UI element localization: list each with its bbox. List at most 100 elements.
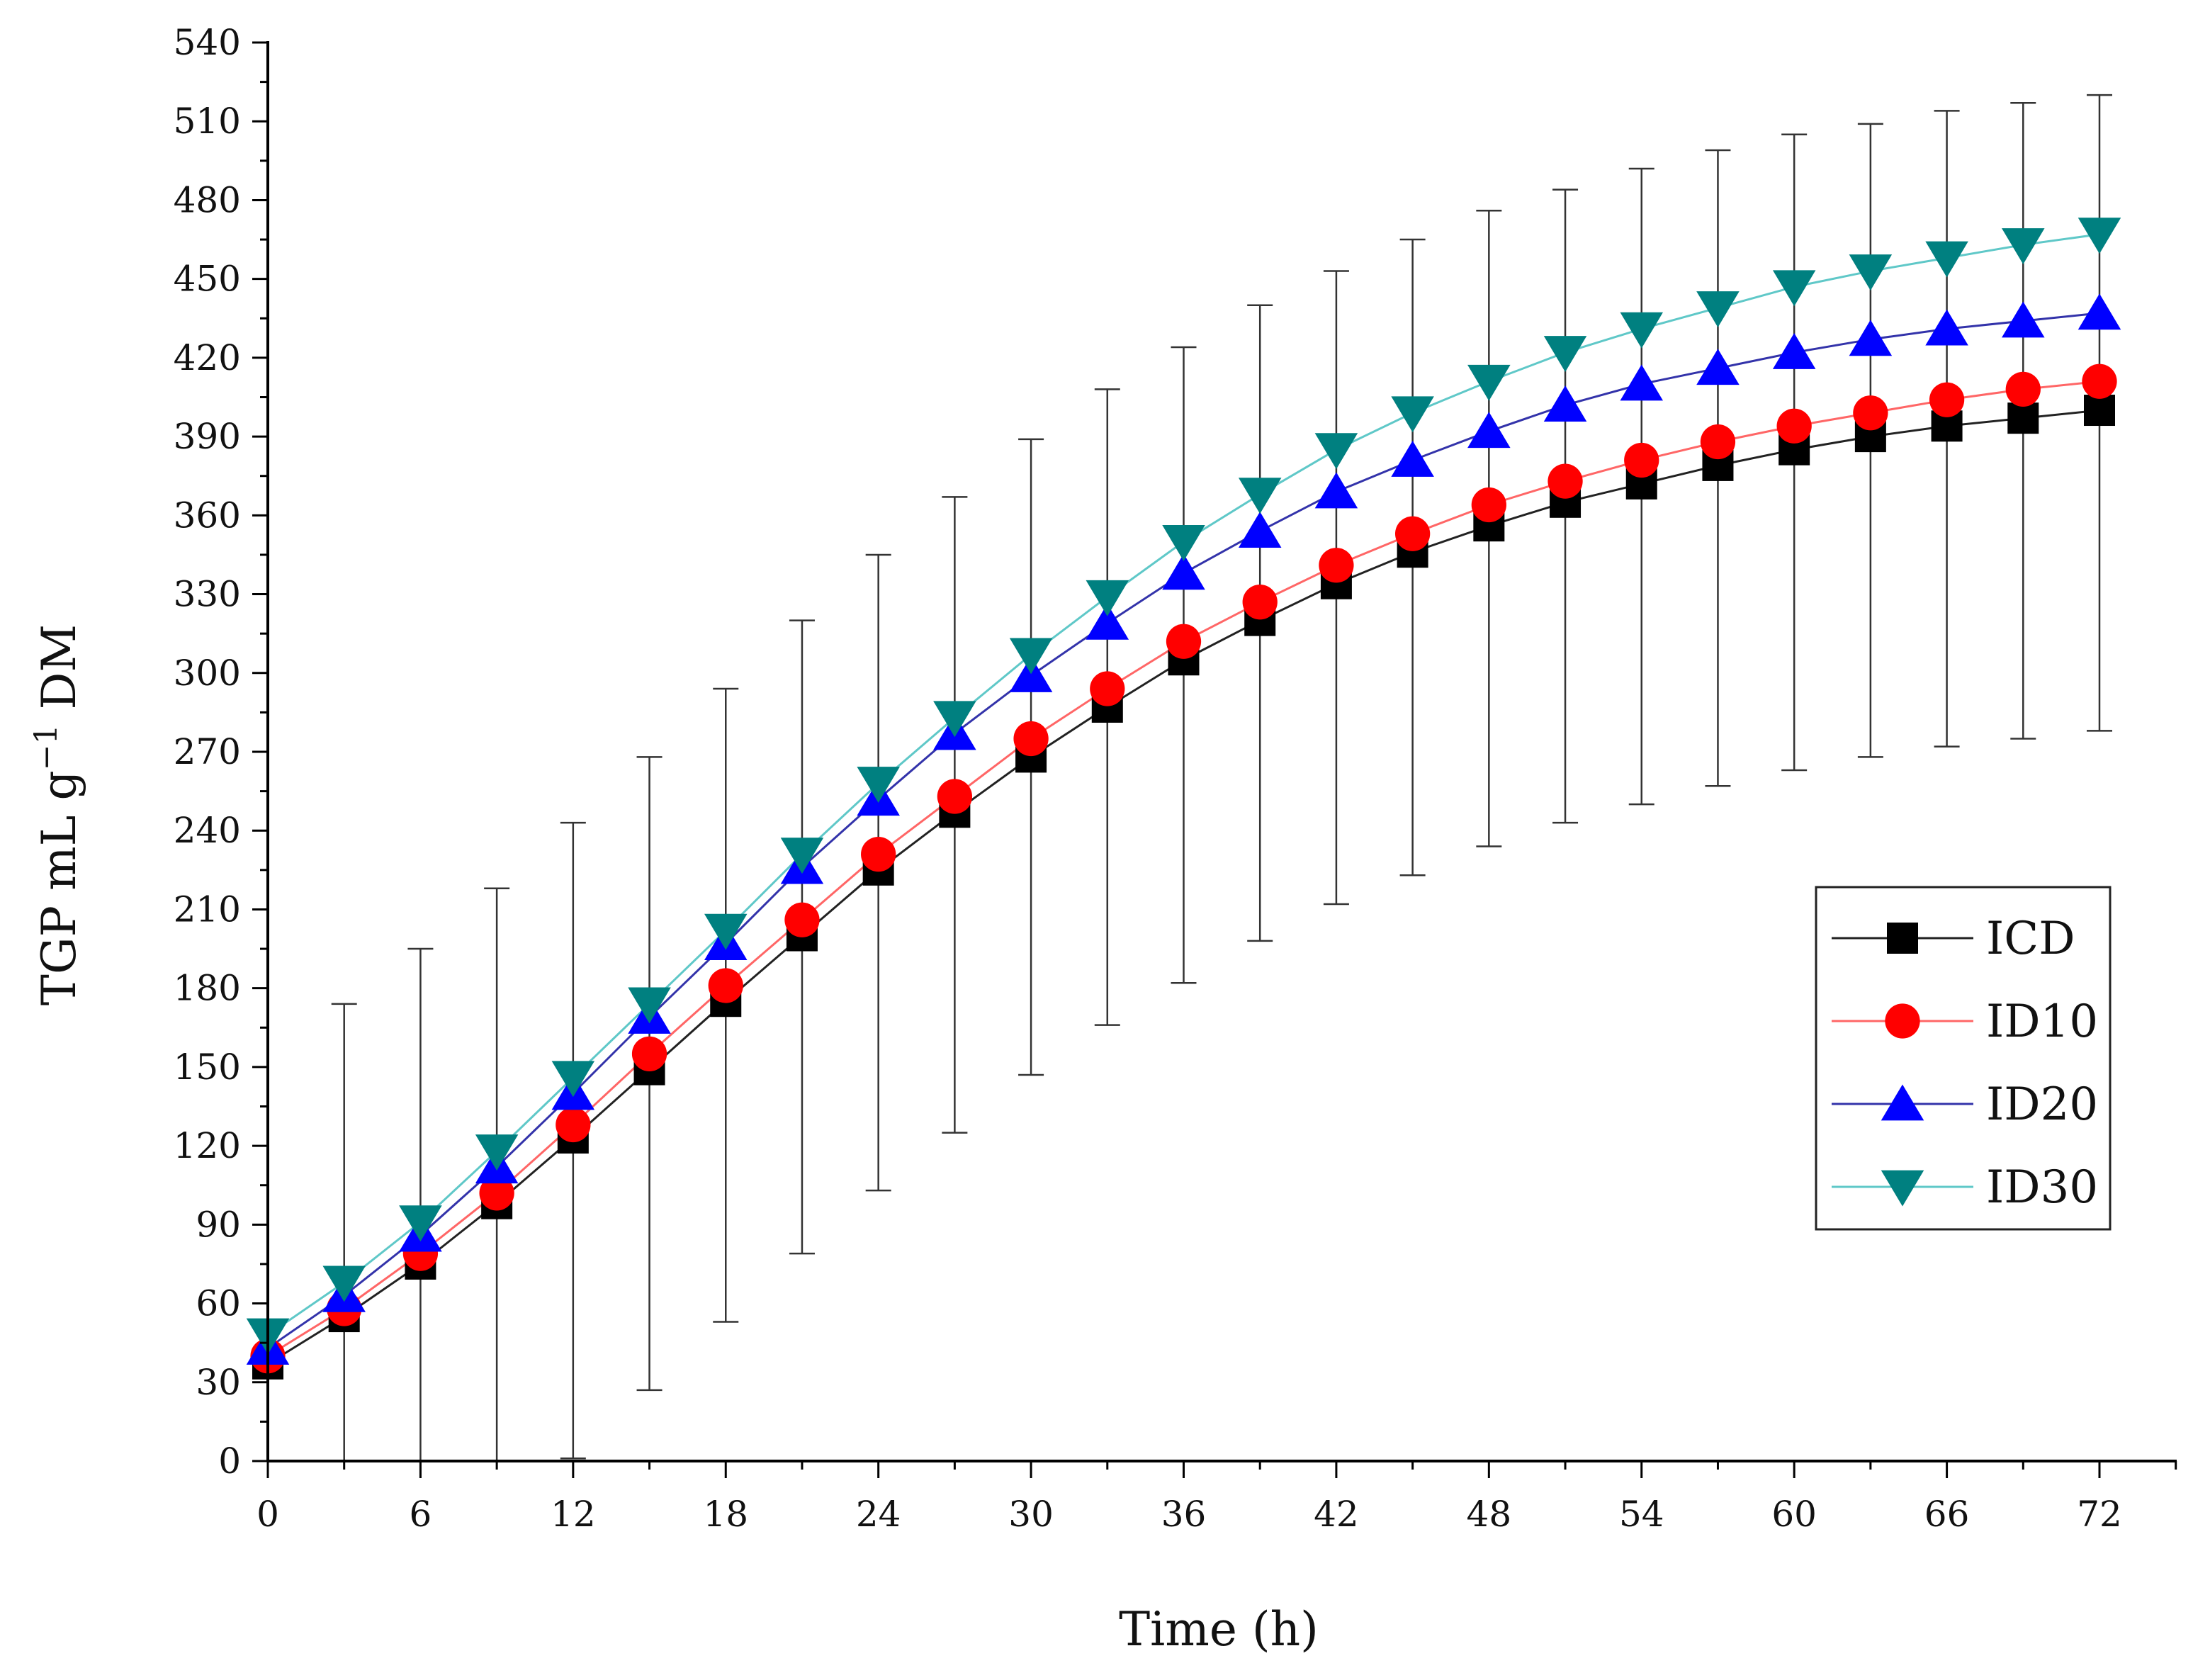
y-axis-title-main: TGP mL g xyxy=(32,770,86,1005)
marker-id30-51 xyxy=(1543,336,1587,372)
legend-label-id10: ID10 xyxy=(1986,996,2098,1048)
marker-id30-9 xyxy=(475,1134,519,1171)
x-tick-label-42: 42 xyxy=(1314,1494,1359,1535)
marker-id10-63 xyxy=(1853,395,1888,431)
y-tick-label-360: 360 xyxy=(174,495,241,536)
x-axis-title: Time (h) xyxy=(1119,1602,1319,1657)
marker-id10-69 xyxy=(2005,371,2041,407)
y-tick-label-30: 30 xyxy=(196,1362,241,1403)
legend-marker-id30 xyxy=(1881,1170,1924,1207)
y-tick-label-120: 120 xyxy=(174,1125,241,1166)
x-tick-label-0: 0 xyxy=(256,1494,279,1535)
marker-id30-69 xyxy=(2002,228,2045,264)
marker-id10-60 xyxy=(1776,408,1812,444)
marker-id10-48 xyxy=(1471,487,1506,523)
marker-id10-51 xyxy=(1547,463,1583,499)
marker-id30-3 xyxy=(322,1265,366,1302)
marker-id30-45 xyxy=(1391,396,1434,433)
marker-id10-54 xyxy=(1624,442,1659,478)
x-tick-label-72: 72 xyxy=(2077,1494,2122,1535)
marker-id20-36 xyxy=(1162,553,1205,590)
y-axis-title-superscript: −1 xyxy=(28,724,64,770)
marker-id30-27 xyxy=(933,701,976,738)
marker-id30-60 xyxy=(1772,270,1816,307)
marker-id10-15 xyxy=(631,1036,667,1071)
marker-id20-57 xyxy=(1696,349,1740,385)
marker-id30-48 xyxy=(1467,364,1511,401)
y-tick-label-180: 180 xyxy=(174,968,241,1009)
marker-id30-57 xyxy=(1696,291,1740,327)
marker-id30-30 xyxy=(1009,638,1053,675)
legend: ICD ID10 ID20 ID30 xyxy=(1815,886,2112,1231)
marker-id20-72 xyxy=(2078,293,2121,330)
marker-id20-60 xyxy=(1772,332,1816,369)
marker-id10-18 xyxy=(708,968,743,1003)
marker-id30-15 xyxy=(628,987,671,1024)
y-tick-label-0: 0 xyxy=(218,1441,241,1482)
marker-id20-39 xyxy=(1238,512,1282,548)
marker-icd-69 xyxy=(2007,402,2039,434)
marker-id30-18 xyxy=(704,913,748,950)
legend-marker-id20 xyxy=(1881,1084,1924,1121)
y-tick-label-300: 300 xyxy=(174,653,241,694)
marker-id30-42 xyxy=(1314,433,1358,470)
y-tick-label-270: 270 xyxy=(174,731,241,772)
x-tick-label-30: 30 xyxy=(1008,1494,1054,1535)
marker-id10-24 xyxy=(861,836,896,872)
y-tick-label-390: 390 xyxy=(174,416,241,457)
y-axis-title-tail: DM xyxy=(32,624,86,724)
marker-id20-33 xyxy=(1086,603,1129,640)
marker-id10-33 xyxy=(1090,671,1125,706)
marker-id20-48 xyxy=(1467,412,1511,449)
x-tick-label-54: 54 xyxy=(1619,1494,1664,1535)
marker-id10-30 xyxy=(1013,721,1049,757)
x-tick-label-60: 60 xyxy=(1771,1494,1817,1535)
marker-id10-12 xyxy=(556,1107,591,1143)
marker-id10-45 xyxy=(1394,516,1431,551)
marker-id20-54 xyxy=(1620,364,1663,401)
marker-id30-36 xyxy=(1162,525,1205,561)
marker-id30-63 xyxy=(1849,254,1893,291)
marker-id10-27 xyxy=(937,779,973,814)
y-tick-label-60: 60 xyxy=(196,1283,241,1324)
x-tick-label-66: 66 xyxy=(1924,1494,1970,1535)
y-tick-label-480: 480 xyxy=(174,179,241,220)
legend-box xyxy=(1815,886,2112,1231)
marker-id10-21 xyxy=(784,902,820,937)
marker-id10-9 xyxy=(479,1176,514,1211)
y-tick-label-330: 330 xyxy=(174,574,241,615)
marker-id10-39 xyxy=(1242,585,1278,620)
marker-id20-45 xyxy=(1391,440,1434,477)
marker-id30-66 xyxy=(1925,241,1968,278)
x-tick-label-36: 36 xyxy=(1161,1494,1207,1535)
marker-id10-72 xyxy=(2082,363,2117,399)
marker-id30-72 xyxy=(2078,218,2121,254)
marker-id10-36 xyxy=(1166,624,1202,659)
y-tick-label-420: 420 xyxy=(174,337,241,378)
axes: 0306090120150180210240270300330360390420… xyxy=(174,22,2177,1535)
marker-id30-24 xyxy=(857,767,900,803)
marker-id20-42 xyxy=(1314,472,1358,509)
legend-marker-icd xyxy=(1887,923,1918,954)
marker-id20-63 xyxy=(1849,320,1893,356)
marker-id20-69 xyxy=(2002,301,2045,338)
y-tick-label-210: 210 xyxy=(174,889,241,930)
marker-id30-39 xyxy=(1238,478,1282,514)
y-tick-label-90: 90 xyxy=(196,1204,241,1245)
legend-label-icd: ICD xyxy=(1986,913,2075,965)
y-tick-label-450: 450 xyxy=(174,259,241,300)
x-tick-label-24: 24 xyxy=(856,1494,901,1535)
marker-id30-12 xyxy=(551,1061,595,1098)
marker-id20-66 xyxy=(1925,309,1968,346)
marker-id20-30 xyxy=(1009,655,1053,692)
marker-id30-54 xyxy=(1620,312,1663,349)
marker-id30-6 xyxy=(399,1205,442,1242)
marker-id10-66 xyxy=(1929,382,1965,417)
x-tick-label-6: 6 xyxy=(410,1494,432,1535)
marker-id30-33 xyxy=(1086,580,1129,616)
x-tick-label-48: 48 xyxy=(1467,1494,1512,1535)
y-tick-label-540: 540 xyxy=(174,22,241,63)
legend-marker-id10 xyxy=(1885,1003,1920,1039)
